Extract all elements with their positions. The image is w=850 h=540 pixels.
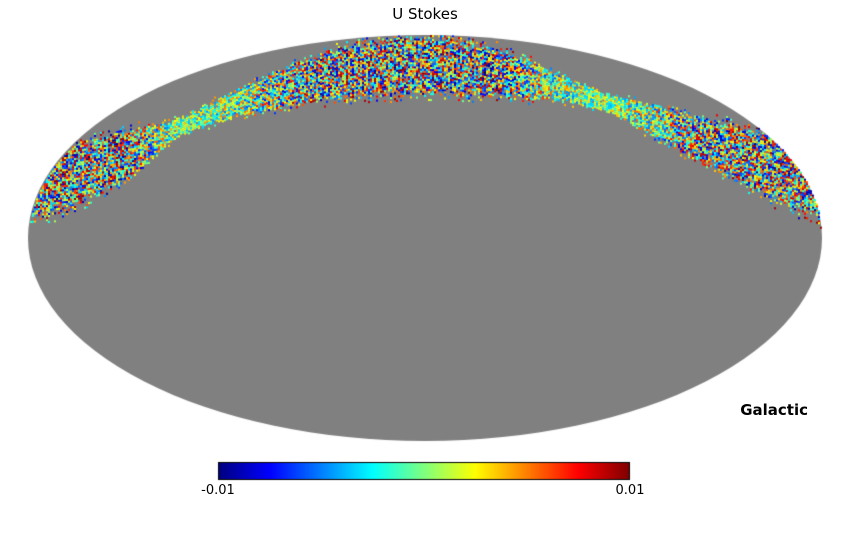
coordinate-system-label: Galactic [740,401,808,419]
colorbar-max-label: 0.01 [615,483,645,498]
figure-title: U Stokes [392,5,458,23]
colorbar-min-label: -0.01 [201,483,235,498]
